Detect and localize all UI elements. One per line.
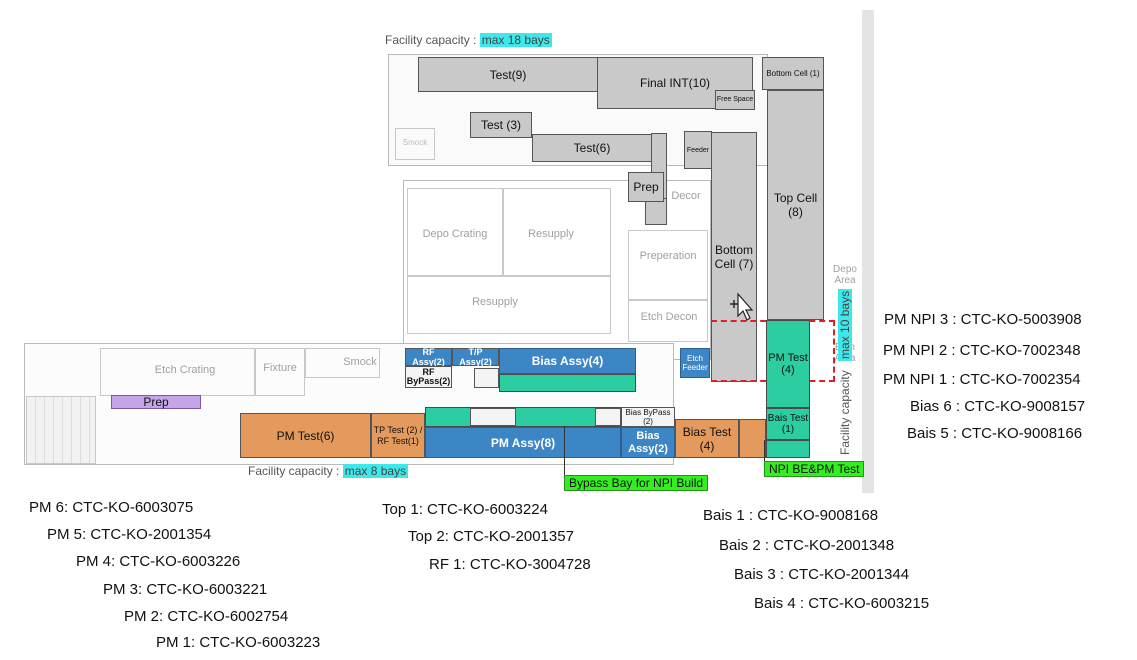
bay-prep-foot bbox=[645, 198, 667, 225]
bay-pm-test-4: PM Test (4) bbox=[766, 320, 810, 408]
label-fixture: Fixture bbox=[263, 362, 297, 374]
capacity-vertical: Facility capacity max 10 bays bbox=[838, 288, 852, 455]
label-etch-crating: Etch Crating bbox=[154, 364, 216, 376]
bypass-slot bbox=[474, 368, 499, 388]
code-pm-5: PM 1: CTC-KO-6003223 bbox=[156, 634, 321, 651]
bay-test-9: Test(9) bbox=[418, 57, 598, 92]
capacity-vertical-value: max 10 bays bbox=[838, 288, 852, 361]
code-right-0: PM NPI 3 : CTC-KO-5003908 bbox=[884, 311, 1082, 328]
room-resupply-2 bbox=[407, 276, 611, 334]
bay-rf-assy-2: RF Assy(2) bbox=[405, 347, 452, 367]
bay-pm-assy-8: PM Assy(8) bbox=[425, 427, 621, 458]
bay-bais-test-1: Bais Test (1) bbox=[766, 408, 810, 440]
code-pm-4: PM 2: CTC-KO-6002754 bbox=[124, 608, 289, 625]
room-resupply-1 bbox=[503, 188, 611, 276]
capacity-top-value: max 18 bays bbox=[479, 33, 552, 47]
code-pm-1: PM 5: CTC-KO-2001354 bbox=[47, 526, 212, 543]
capacity-bottom-label: Facility capacity : bbox=[248, 464, 340, 478]
npi-test-extension bbox=[766, 440, 810, 458]
code-bais-3: Bais 4 : CTC-KO-6003215 bbox=[754, 595, 930, 612]
callout-line-npi-build bbox=[564, 426, 565, 476]
pm-assy-stations bbox=[425, 407, 621, 427]
label-etch-decon: Etch Decon bbox=[640, 311, 698, 323]
bay-etch-feeder: Etch Feeder bbox=[680, 348, 710, 378]
plan-right-edge bbox=[862, 10, 874, 493]
label-smock-upper: Smock bbox=[402, 138, 428, 147]
label-decor: Decor bbox=[671, 190, 701, 202]
callout-line-npi-be-pm bbox=[764, 440, 765, 462]
callout-npi-be-pm: NPI BE&PM Test bbox=[764, 461, 865, 477]
bias-test-extension bbox=[739, 419, 766, 458]
room-smock-lower bbox=[305, 348, 380, 378]
code-bais-0: Bais 1 : CTC-KO-9008168 bbox=[703, 507, 879, 524]
bay-pm-test-6: PM Test(6) bbox=[240, 413, 371, 458]
code-right-1: PM NPI 2 : CTC-KO-7002348 bbox=[883, 342, 1081, 359]
code-right-2: PM NPI 1 : CTC-KO-7002354 bbox=[883, 371, 1081, 388]
room-depo-crating bbox=[407, 188, 503, 276]
mouse-cursor-icon bbox=[730, 292, 754, 321]
label-resupply-2: Resupply bbox=[472, 296, 518, 308]
room-fixture bbox=[255, 348, 305, 396]
bay-prep-top: Prep bbox=[628, 172, 664, 202]
code-pm-2: PM 4: CTC-KO-6003226 bbox=[76, 553, 241, 570]
code-bais-2: Bais 3 : CTC-KO-2001344 bbox=[734, 566, 910, 583]
bay-rf-bypass-2: RF ByPass(2) bbox=[405, 366, 452, 388]
label-preperation: Preperation bbox=[639, 250, 697, 262]
label-depo-area: Depo Area bbox=[833, 264, 857, 286]
capacity-top-label: Facility capacity : bbox=[385, 33, 477, 47]
code-pm-0: PM 6: CTC-KO-6003075 bbox=[29, 499, 194, 516]
room-left-desks bbox=[26, 396, 96, 464]
pm-assy-buffer-1 bbox=[470, 408, 516, 426]
code-top-1: Top 2: CTC-KO-2001357 bbox=[408, 528, 574, 545]
capacity-bottom: Facility capacity : max 8 bays bbox=[248, 464, 409, 478]
label-depo-crating: Depo Crating bbox=[422, 228, 488, 240]
capacity-vertical-label: Facility capacity bbox=[838, 370, 852, 455]
bay-feeder: Feeder bbox=[684, 131, 712, 169]
code-bais-1: Bais 2 : CTC-KO-2001348 bbox=[719, 537, 895, 554]
code-right-3: Bias 6 : CTC-KO-9008157 bbox=[910, 398, 1086, 415]
floor-plan: Facility capacity : max 18 bays Depo Cra… bbox=[24, 10, 874, 493]
capacity-top: Facility capacity : max 18 bays bbox=[385, 33, 552, 47]
pm-assy-buffer-2 bbox=[595, 408, 621, 426]
bay-test-6: Test(6) bbox=[532, 134, 652, 162]
code-right-4: Bais 5 : CTC-KO-9008166 bbox=[907, 425, 1083, 442]
bias-assy-4-station bbox=[499, 374, 636, 392]
label-resupply-1: Resupply bbox=[528, 228, 574, 240]
room-etch-decon bbox=[628, 300, 708, 342]
bay-test-3: Test (3) bbox=[470, 112, 532, 138]
bay-bias-bypass-2: Bias ByPass (2) bbox=[621, 407, 675, 427]
code-top-2: RF 1: CTC-KO-3004728 bbox=[429, 556, 591, 573]
capacity-bottom-value: max 8 bays bbox=[342, 464, 409, 478]
callout-npi-build: Bypass Bay for NPI Build bbox=[564, 475, 709, 491]
label-smock-lower: Smock bbox=[343, 356, 377, 368]
code-pm-3: PM 3: CTC-KO-6003221 bbox=[103, 581, 268, 598]
bay-bottom-cell-7: Bottom Cell (7) bbox=[711, 132, 757, 382]
room-smock-upper bbox=[395, 128, 435, 160]
bay-bottom-cell-1: Bottom Cell (1) bbox=[762, 57, 824, 90]
bay-top-cell-8: Top Cell (8) bbox=[767, 90, 824, 320]
room-preperation bbox=[628, 230, 708, 300]
bay-bias-test-4: Bias Test (4) bbox=[675, 419, 739, 458]
bay-bias-assy-4: Bias Assy(4) bbox=[499, 348, 636, 374]
code-top-0: Top 1: CTC-KO-6003224 bbox=[382, 501, 548, 518]
bay-free-space: Free Space bbox=[715, 90, 755, 110]
bay-tp-rf-test: TP Test (2) / RF Test(1) bbox=[371, 413, 425, 458]
bay-prep-left: Prep bbox=[111, 395, 201, 409]
bay-tp-assy-2: T/P Assy(2) bbox=[452, 347, 499, 367]
bay-bias-assy-2: Bias Assy(2) bbox=[621, 427, 675, 458]
